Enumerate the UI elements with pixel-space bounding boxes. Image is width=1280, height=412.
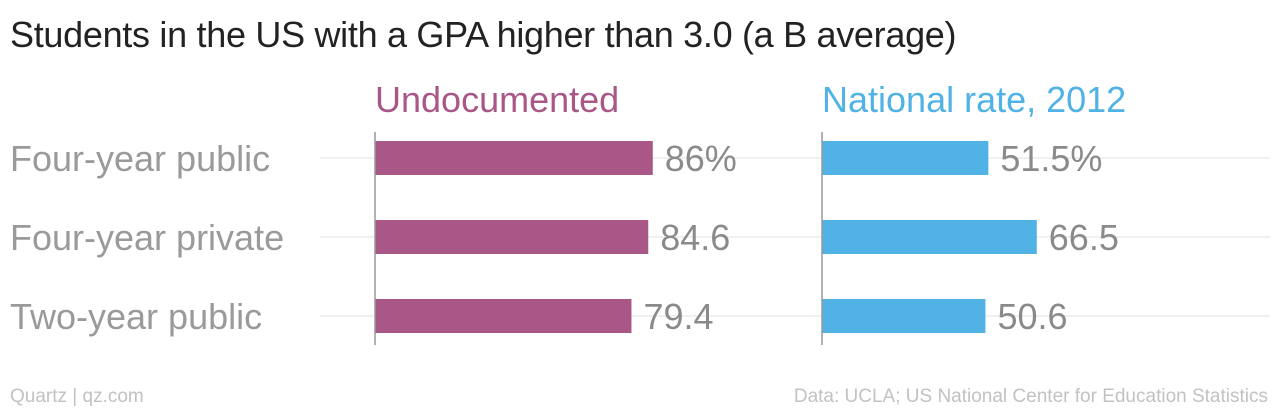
bar-national xyxy=(822,220,1037,254)
bar-national xyxy=(822,141,989,175)
data-label: 51.5% xyxy=(1000,138,1102,179)
bar-undocumented xyxy=(375,141,653,175)
chart-title: Students in the US with a GPA higher tha… xyxy=(10,14,957,55)
data-label: 84.6 xyxy=(660,217,730,258)
category-label: Four-year public xyxy=(10,138,270,179)
category-label: Four-year private xyxy=(10,217,284,258)
data-label: 86% xyxy=(665,138,737,179)
data-label: 79.4 xyxy=(643,296,713,337)
data-label: 50.6 xyxy=(997,296,1067,337)
bar-national xyxy=(822,299,986,333)
data-label: 66.5 xyxy=(1049,217,1119,258)
footer-credit: Quartz | qz.com xyxy=(10,386,144,407)
bar-undocumented xyxy=(375,299,632,333)
bar-undocumented xyxy=(375,220,649,254)
series-header-national: National rate, 2012 xyxy=(822,79,1126,120)
series-header-undocumented: Undocumented xyxy=(375,79,619,120)
category-label: Two-year public xyxy=(10,296,262,337)
footer-source: Data: UCLA; US National Center for Educa… xyxy=(793,386,1268,407)
